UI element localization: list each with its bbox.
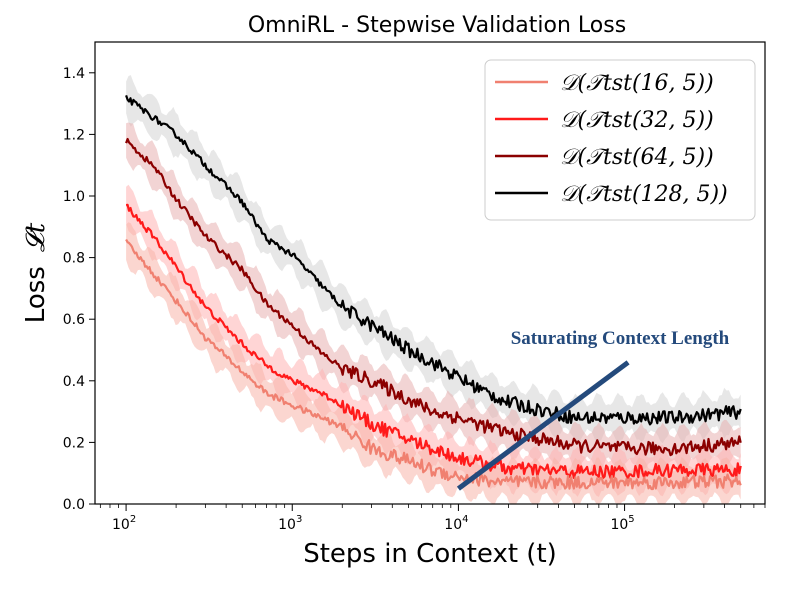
y-tick-label: 0.8 [63,251,85,267]
y-axis-label-word: Loss [21,266,51,323]
x-axis-label: Steps in Context (t) [303,539,557,569]
legend-entry-1: 𝒟(𝒯tst(32, 5)) [560,108,714,133]
legend-entry-3: 𝒟(𝒯tst(128, 5)) [560,182,728,207]
x-tick-label: 102 [112,514,136,533]
line-series-1 [125,203,742,480]
y-axis-ticks: 0.0 0.2 0.4 0.6 0.8 1.0 1.2 1.4 [63,66,95,513]
line-series-0 [125,238,742,491]
legend-entry-0: 𝒟(𝒯tst(16, 5)) [560,71,714,96]
y-tick-label: 0.6 [63,312,85,328]
chart-title: OmniRL - Stepwise Validation Loss [248,13,626,38]
legend-entry-2: 𝒟(𝒯tst(64, 5)) [560,145,714,170]
plot-area-frame [94,41,766,505]
x-axis-ticks: 102 103 104 105 [99,504,766,533]
line-series-3 [125,95,742,426]
band-series-3 [126,75,741,444]
band-series-2 [126,122,741,475]
legend: 𝒟(𝒯tst(16, 5)) 𝒟(𝒯tst(32, 5)) 𝒟(𝒯tst(64, 5… [484,59,756,221]
y-tick-label: 1.0 [63,189,85,205]
y-axis-label-symbol: 𝓛t [21,222,51,252]
legend-box [484,59,756,221]
annotation-line [456,360,630,491]
annotation-label: Saturating Context Length [511,328,730,349]
y-tick-label: 1.4 [63,66,85,82]
line-series-2 [125,137,742,457]
y-tick-label: 0.0 [63,497,85,513]
series-lines [125,95,742,491]
x-tick-label: 105 [610,514,634,533]
x-tick-label: 104 [444,514,468,533]
band-series-0 [126,222,741,505]
y-tick-label: 0.2 [63,435,85,451]
y-axis-label: Loss 𝓛t [21,222,51,323]
y-tick-label: 1.2 [63,127,85,143]
y-tick-label: 0.4 [63,374,85,390]
annotation-group: Saturating Context Length [456,328,730,491]
x-tick-label: 103 [278,514,302,533]
